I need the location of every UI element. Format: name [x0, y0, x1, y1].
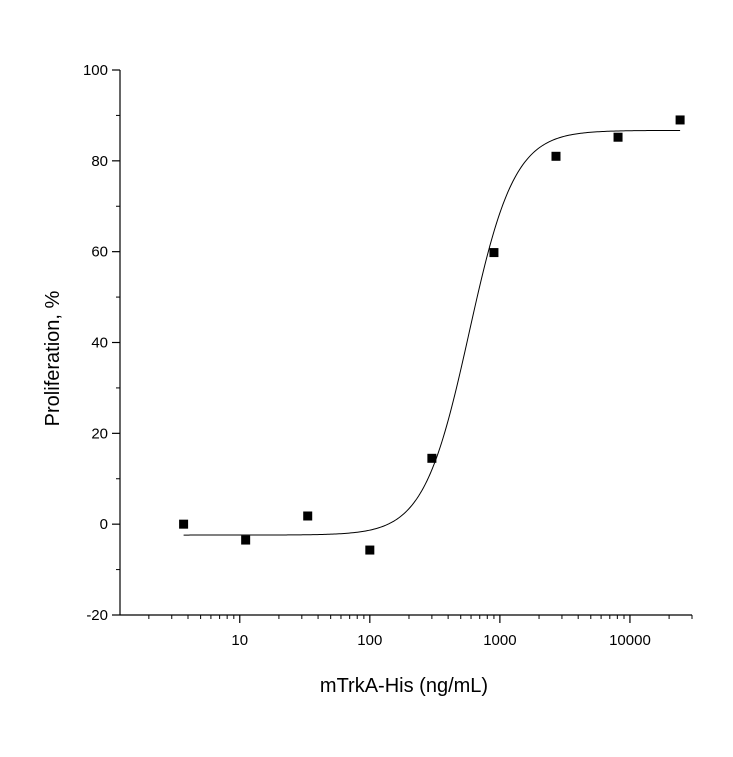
x-tick-label: 10000	[609, 632, 651, 649]
y-tick-label: -20	[86, 607, 108, 624]
x-tick-label: 10	[231, 632, 248, 649]
plot-area: -20 0 20 40 60 80 100 10 100 1000 10000	[83, 62, 693, 649]
y-axis-label: Proliferation, %	[42, 290, 64, 426]
data-point	[241, 535, 251, 545]
data-point	[303, 511, 313, 521]
data-point	[365, 545, 375, 555]
data-point	[675, 115, 685, 125]
y-tick-label: 80	[91, 153, 108, 170]
data-point	[427, 453, 437, 463]
y-tick-label: 0	[100, 516, 108, 533]
x-tick-label: 1000	[483, 632, 516, 649]
x-tick-label: 100	[357, 632, 382, 649]
fit-curve	[183, 129, 681, 536]
y-tick-label: 40	[91, 335, 108, 352]
y-tick-label: 20	[91, 425, 108, 442]
x-axis-label: mTrkA-His (ng/mL)	[320, 675, 488, 697]
data-point	[613, 132, 623, 142]
data-point	[551, 151, 561, 161]
y-tick-label: 100	[83, 62, 108, 79]
y-tick-label: 60	[91, 244, 108, 261]
data-point	[179, 519, 189, 529]
data-point	[489, 248, 499, 258]
